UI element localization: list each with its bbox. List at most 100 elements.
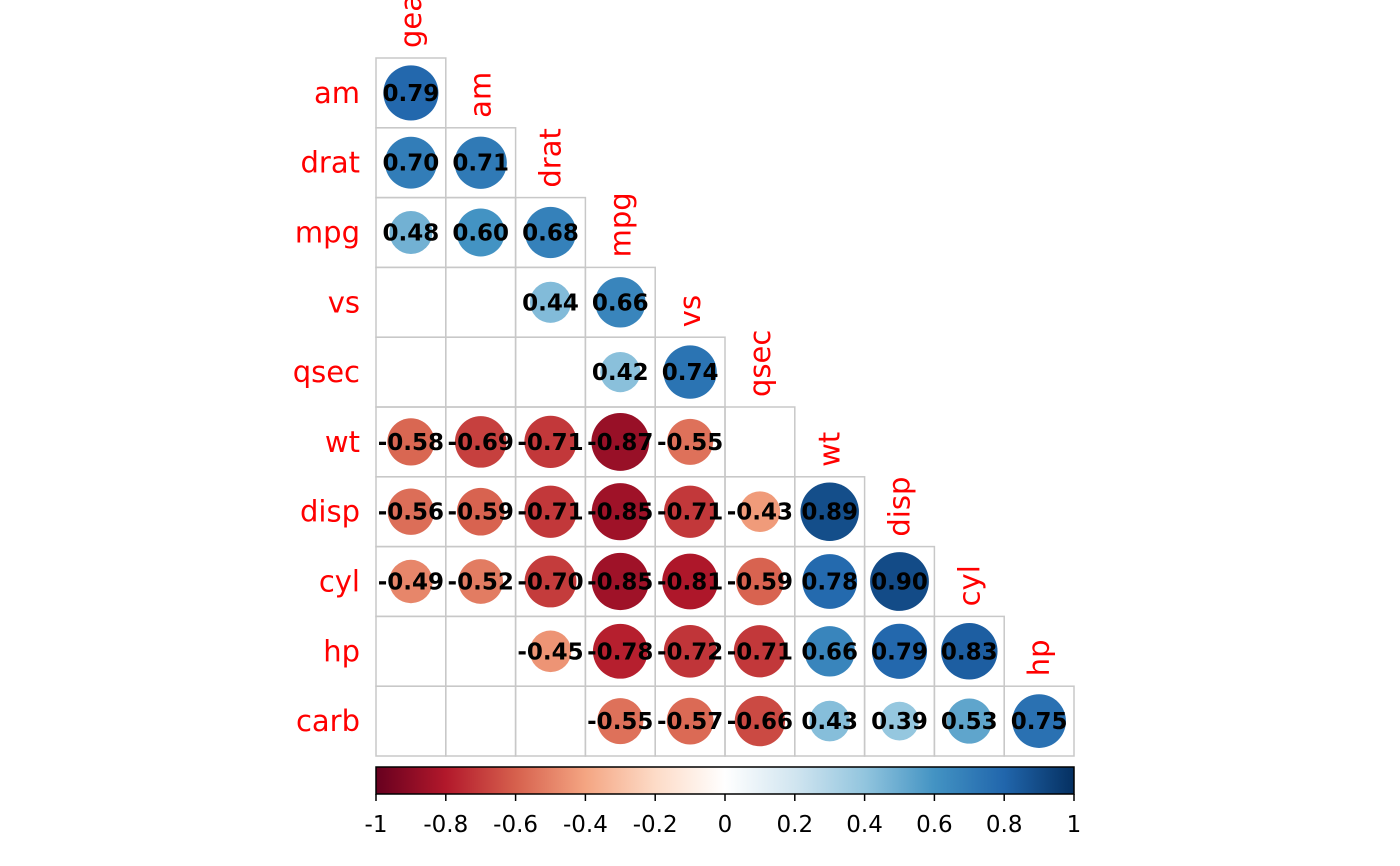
colorbar-tick-label: -0.8 [423,812,468,838]
grid-cell-carb-gear [375,685,447,757]
colorbar: -1 -0.8 -0.6 -0.4 -0.2 0 0.2 0.4 0.6 0.8 1 [365,766,1082,838]
circle-layer [383,65,1066,748]
corr-value-wt-drat: -0.71 [517,430,583,456]
col-label-hp: hp [1022,639,1056,676]
corr-circle-carb-mpg [597,698,644,745]
corr-circle-cyl-qsec [736,557,784,606]
grid-layer [375,57,1075,757]
corr-circle-hp-cyl [941,623,998,680]
row-label-hp: hp [323,634,360,668]
corr-circle-disp-gear [387,488,435,535]
corr-value-cyl-disp: 0.90 [871,570,928,596]
corr-circle-disp-vs [663,485,717,538]
corr-value-disp-qsec: -0.43 [727,500,793,526]
corr-value-disp-vs: -0.71 [657,500,723,526]
colorbar-tick-label: 0 [718,812,733,838]
corr-circle-carb-vs [666,697,714,745]
row-label-carb: carb [296,704,360,738]
grid-cell-hp-am [445,615,517,687]
corr-circle-drat-am [454,136,507,189]
grid-cell-qsec-drat [514,336,587,408]
corr-circle-disp-wt [800,482,859,541]
col-label-drat: drat [534,128,568,187]
col-label-cyl: cyl [952,565,986,606]
corr-value-carb-disp: 0.39 [871,709,928,735]
colorbar-tick-label: 0.2 [777,812,814,838]
corr-circle-hp-drat [529,630,572,673]
grid-cell-qsec-gear [375,336,447,408]
col-label-gear: gear [394,0,428,48]
corr-circle-carb-wt [809,700,851,742]
corr-value-carb-mpg: -0.55 [587,709,653,735]
corr-circle-cyl-disp [870,552,929,611]
corr-value-carb-wt: 0.43 [801,709,858,735]
corr-circle-cyl-wt [802,554,858,609]
row-label-am: am [314,76,360,110]
corr-circle-disp-mpg [591,483,649,541]
column-labels: gear am drat mpg vs qsec wt disp cyl hp [394,0,1056,676]
col-label-mpg: mpg [603,192,637,257]
corr-circle-vs-drat [529,281,572,323]
row-label-mpg: mpg [295,216,360,250]
corr-value-cyl-wt: 0.78 [801,570,858,596]
corr-value-mpg-am: 0.60 [452,221,509,247]
corr-value-drat-am: 0.71 [452,151,509,177]
corr-circle-wt-am [454,416,507,468]
corr-circle-disp-qsec [739,491,781,533]
corr-circle-wt-mpg [591,412,650,471]
corr-circle-cyl-mpg [591,552,649,611]
row-label-wt: wt [325,425,360,459]
corr-value-disp-gear: -0.56 [378,500,444,526]
row-label-qsec: qsec [293,355,360,389]
col-label-wt: wt [813,432,847,467]
corr-circle-hp-wt [804,626,855,677]
row-label-disp: disp [300,495,360,529]
grid-cell-hp-gear [375,615,447,687]
corr-value-wt-am: -0.69 [448,430,514,456]
corr-value-carb-vs: -0.57 [657,709,723,735]
corr-value-hp-wt: 0.66 [801,639,858,665]
corr-value-wt-mpg: -0.87 [587,430,653,456]
corr-value-hp-qsec: -0.71 [727,639,793,665]
corr-value-carb-cyl: 0.53 [941,709,998,735]
corr-value-hp-disp: 0.79 [871,639,928,665]
row-label-vs: vs [328,285,360,319]
grid-cell-carb-drat [514,685,587,757]
corr-circle-hp-qsec [733,625,787,678]
colorbar-tick-label: 0.4 [846,812,883,838]
corr-value-hp-cyl: 0.83 [941,639,998,665]
col-label-disp: disp [883,477,917,537]
corr-value-carb-hp: 0.75 [1011,709,1068,735]
corr-value-wt-vs: -0.55 [657,430,723,456]
colorbar-tick-label: -0.4 [563,812,608,838]
corr-circle-wt-vs [667,418,714,465]
corr-circle-mpg-drat [524,206,577,259]
col-label-vs: vs [673,295,707,327]
grid-cell-wt-qsec [724,406,796,478]
corr-value-qsec-vs: 0.74 [662,360,719,386]
corr-value-disp-drat: -0.71 [517,500,583,526]
corr-value-mpg-gear: 0.48 [383,221,440,247]
corr-value-vs-drat: 0.44 [522,290,579,316]
corr-value-am-gear: 0.79 [383,81,440,107]
corr-circle-cyl-gear [389,559,433,604]
value-layer: 0.79 0.70 0.71 0.48 0.60 0.68 0.44 0.66 0.42 0.74… [378,81,1068,735]
corr-circle-disp-am [456,487,505,536]
grid-cell-carb-hp [1003,685,1075,757]
colorbar-tick-label: 1 [1067,812,1082,838]
corr-circle-wt-gear [387,418,435,466]
corr-value-wt-gear: -0.58 [378,430,444,456]
corr-value-disp-mpg: -0.85 [587,500,653,526]
colorbar-tick-label: 0.6 [916,812,953,838]
row-labels: am drat mpg vs qsec wt disp cyl hp carb [293,76,360,738]
corr-circle-drat-gear [384,136,437,189]
corr-circle-hp-disp [871,623,928,679]
colorbar-tick-label: -1 [365,812,388,838]
corr-circle-mpg-gear [389,211,433,254]
corr-circle-cyl-drat [524,555,577,608]
corr-value-cyl-vs: -0.81 [657,570,723,596]
corr-circle-cyl-am [458,559,504,604]
corr-circle-carb-disp [880,701,919,741]
row-label-cyl: cyl [319,565,360,599]
